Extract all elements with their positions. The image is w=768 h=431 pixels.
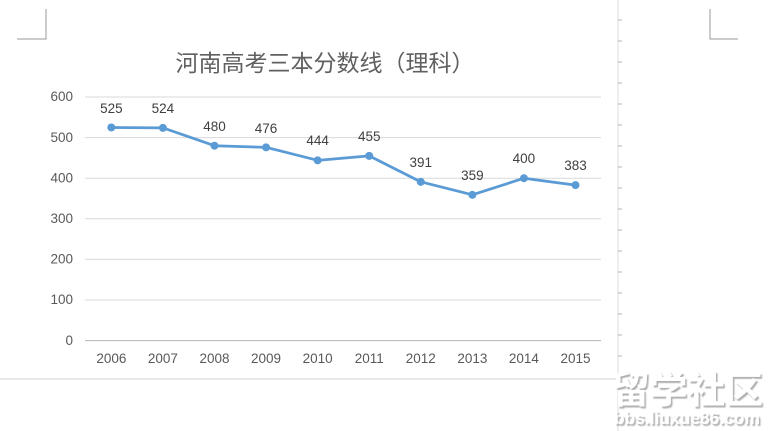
svg-text:200: 200 (50, 252, 73, 267)
svg-text:2006: 2006 (96, 351, 126, 366)
svg-text:524: 524 (152, 101, 175, 116)
svg-text:600: 600 (50, 89, 73, 104)
svg-text:2015: 2015 (560, 351, 590, 366)
svg-text:300: 300 (50, 211, 73, 226)
svg-text:444: 444 (306, 133, 329, 148)
svg-text:400: 400 (50, 170, 73, 185)
svg-text:359: 359 (461, 168, 484, 183)
svg-text:455: 455 (358, 129, 381, 144)
svg-text:391: 391 (410, 155, 433, 170)
svg-text:2007: 2007 (148, 351, 178, 366)
svg-text:100: 100 (50, 292, 73, 307)
svg-text:2009: 2009 (251, 351, 281, 366)
svg-text:383: 383 (564, 158, 587, 173)
svg-text:0: 0 (65, 333, 73, 348)
svg-text:2012: 2012 (406, 351, 436, 366)
svg-text:480: 480 (203, 119, 226, 134)
svg-text:bbs.liuxue86.com: bbs.liuxue86.com (614, 408, 760, 428)
svg-text:2014: 2014 (509, 351, 540, 366)
svg-text:2008: 2008 (199, 351, 229, 366)
svg-text:2013: 2013 (457, 351, 487, 366)
svg-text:留学社区: 留学社区 (612, 359, 763, 414)
svg-text:500: 500 (50, 130, 73, 145)
svg-text:476: 476 (255, 121, 278, 136)
svg-text:2011: 2011 (355, 351, 384, 366)
svg-text:525: 525 (100, 101, 123, 116)
svg-text:400: 400 (513, 151, 536, 166)
svg-text:2010: 2010 (303, 351, 333, 366)
